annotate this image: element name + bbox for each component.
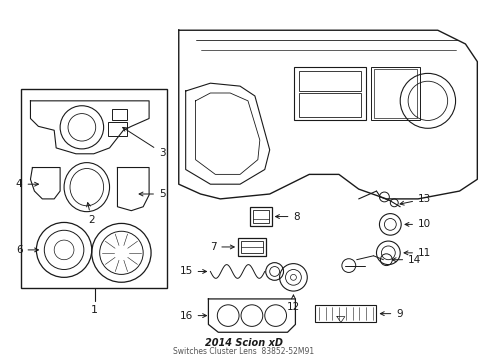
- Bar: [373, 69, 416, 117]
- Text: 16: 16: [179, 311, 206, 321]
- Bar: [299, 71, 360, 91]
- Bar: [249, 207, 271, 226]
- Text: 15: 15: [179, 266, 206, 276]
- Bar: [370, 67, 419, 121]
- Text: 7: 7: [209, 242, 234, 252]
- Text: 11: 11: [403, 248, 430, 258]
- Text: 14: 14: [391, 255, 421, 265]
- Text: 3: 3: [122, 127, 165, 158]
- Bar: [315, 305, 376, 323]
- Bar: [20, 89, 166, 288]
- Text: 12: 12: [286, 295, 300, 312]
- Text: 10: 10: [404, 219, 430, 229]
- Bar: [241, 241, 262, 253]
- Bar: [238, 238, 265, 256]
- Text: 4: 4: [16, 179, 39, 189]
- Text: 8: 8: [275, 212, 300, 221]
- Text: 9: 9: [380, 309, 402, 319]
- Text: 6: 6: [16, 245, 39, 255]
- Text: 13: 13: [399, 194, 430, 205]
- Bar: [252, 210, 268, 224]
- Bar: [107, 122, 127, 136]
- Text: 2: 2: [86, 203, 95, 225]
- Text: 5: 5: [139, 189, 165, 199]
- Bar: [294, 67, 365, 121]
- Text: 2014 Scion xD: 2014 Scion xD: [204, 338, 283, 348]
- Bar: [299, 93, 360, 117]
- Bar: [111, 109, 127, 121]
- Text: Switches Cluster Lens  83852-52M91: Switches Cluster Lens 83852-52M91: [173, 347, 314, 356]
- Text: 1: 1: [91, 305, 98, 315]
